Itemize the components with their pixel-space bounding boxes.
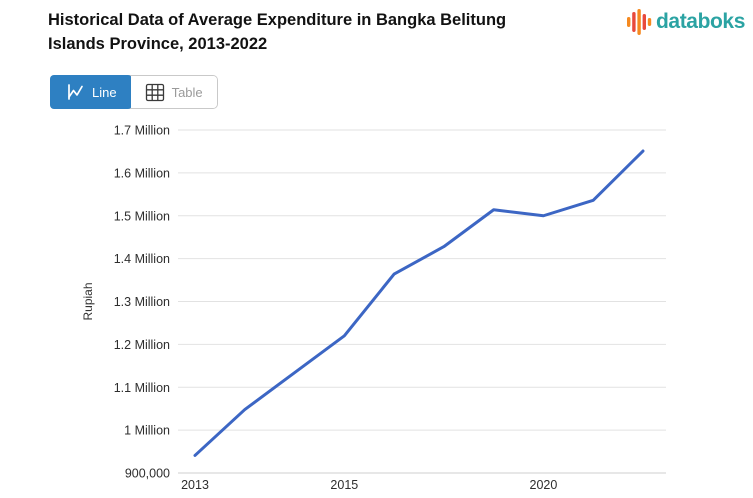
- page-title: Historical Data of Average Expenditure i…: [48, 8, 618, 56]
- y-tick-label: 1.7 Million: [114, 124, 170, 138]
- y-tick-label: 1.4 Million: [114, 252, 170, 266]
- chart-canvas: 900,000 1 Million 1.1 Million 1.2 Million 1.…: [81, 124, 666, 492]
- expenditure-series-line: [193, 149, 645, 457]
- y-tick-label: 1.2 Million: [114, 338, 170, 352]
- page-title-line1: Historical Data of Average Expenditure i…: [48, 11, 507, 29]
- table-icon: [145, 83, 164, 101]
- page-title-line2: Islands Province, 2013-2022: [48, 35, 268, 53]
- line-view-label: Line: [92, 84, 117, 100]
- y-tick-label: 1 Million: [124, 424, 170, 438]
- line-chart-icon: [68, 84, 83, 100]
- expenditure-line-chart: 900,000 1 Million 1.1 Million 1.2 Million 1.…: [0, 115, 753, 498]
- brand-logo[interactable]: databoks: [626, 7, 745, 37]
- y-tick-label: 1.1 Million: [114, 381, 170, 395]
- x-tick-label: 2020: [530, 478, 558, 492]
- y-tick-label: 1.6 Million: [114, 166, 170, 180]
- line-view-button[interactable]: Line: [50, 75, 132, 109]
- x-tick-label: 2015: [330, 478, 358, 492]
- y-tick-label: 1.5 Million: [114, 209, 170, 223]
- y-tick-label: 900,000: [125, 467, 170, 481]
- y-axis-title: Rupiah: [81, 282, 95, 320]
- y-tick-label: 1.3 Million: [114, 295, 170, 309]
- brand-name: databoks: [656, 10, 745, 33]
- x-tick-label: 2013: [181, 478, 209, 492]
- view-toggle-group: Line Table: [50, 75, 218, 109]
- table-view-button[interactable]: Table: [130, 76, 217, 108]
- table-view-label: Table: [171, 84, 203, 100]
- databoks-bars-icon: [627, 9, 652, 35]
